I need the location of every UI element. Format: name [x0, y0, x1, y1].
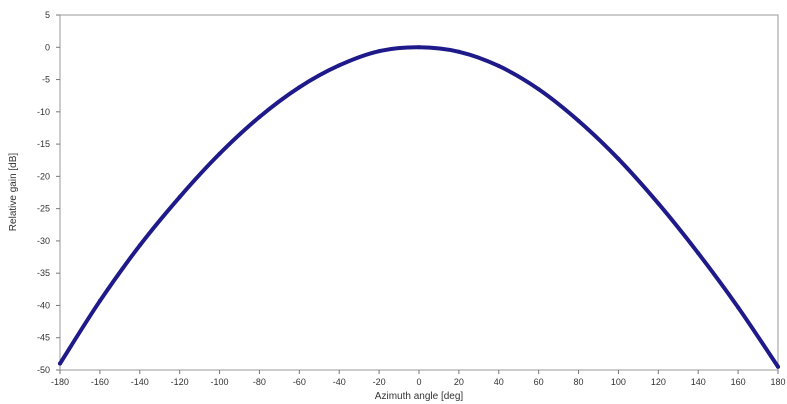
data-point — [297, 85, 302, 90]
x-tick-label: 80 — [574, 377, 584, 387]
y-axis-title: Relative gain [dB] — [8, 153, 19, 232]
y-tick-label: -30 — [37, 236, 50, 246]
x-tick-label: 120 — [651, 377, 666, 387]
x-tick-label: -80 — [253, 377, 266, 387]
y-tick-label: -15 — [37, 139, 50, 149]
x-tick-label: 0 — [416, 377, 421, 387]
x-axis: -180 -160 -140 -120 -100 -80 -60 -40 -20 0 20 40 60 8… — [51, 370, 786, 387]
data-points — [58, 45, 780, 369]
data-point — [417, 45, 421, 50]
x-tick-label: -40 — [333, 377, 346, 387]
data-point — [177, 195, 182, 200]
data-point — [736, 305, 741, 310]
x-tick-label: 140 — [691, 377, 706, 387]
y-tick-label: -35 — [37, 268, 50, 278]
data-point — [97, 298, 102, 303]
data-point — [696, 251, 701, 256]
data-point — [496, 63, 501, 68]
x-tick-label: -20 — [373, 377, 386, 387]
data-point — [137, 243, 142, 248]
data-point — [456, 49, 461, 54]
plot-area — [59, 14, 779, 371]
x-tick-label: -180 — [51, 377, 69, 387]
data-point — [377, 49, 382, 54]
x-tick-label: -140 — [131, 377, 149, 387]
data-point — [616, 156, 621, 161]
y-tick-label: 5 — [45, 10, 50, 20]
y-axis: 5 0 -5 -10 -15 -20 -25 -30 -35 -40 -45 -50 — [37, 10, 60, 375]
x-tick-label: -100 — [211, 377, 229, 387]
data-point — [656, 201, 661, 206]
data-point — [217, 151, 222, 156]
y-tick-label: -40 — [37, 300, 50, 310]
y-tick-label: -25 — [37, 204, 50, 214]
y-tick-label: -45 — [37, 333, 50, 343]
y-tick-label: 0 — [45, 42, 50, 52]
data-point — [58, 361, 62, 366]
data-point — [576, 118, 581, 123]
x-tick-label: -60 — [293, 377, 306, 387]
data-point — [776, 364, 780, 369]
data-point — [536, 87, 541, 92]
y-tick-label: -20 — [37, 171, 50, 181]
data-point — [337, 63, 342, 68]
y-tick-label: -10 — [37, 107, 50, 117]
data-point — [257, 114, 262, 119]
x-tick-label: 40 — [494, 377, 504, 387]
y-tick-label: -50 — [37, 365, 50, 375]
y-tick-label: -5 — [42, 75, 50, 85]
x-tick-label: 160 — [731, 377, 746, 387]
x-tick-label: 100 — [611, 377, 626, 387]
x-tick-label: -160 — [91, 377, 109, 387]
x-tick-label: -120 — [171, 377, 189, 387]
x-axis-title: Azimuth angle [deg] — [375, 391, 464, 402]
x-tick-label: 180 — [770, 377, 785, 387]
x-tick-label: 20 — [454, 377, 464, 387]
x-tick-label: 60 — [534, 377, 544, 387]
